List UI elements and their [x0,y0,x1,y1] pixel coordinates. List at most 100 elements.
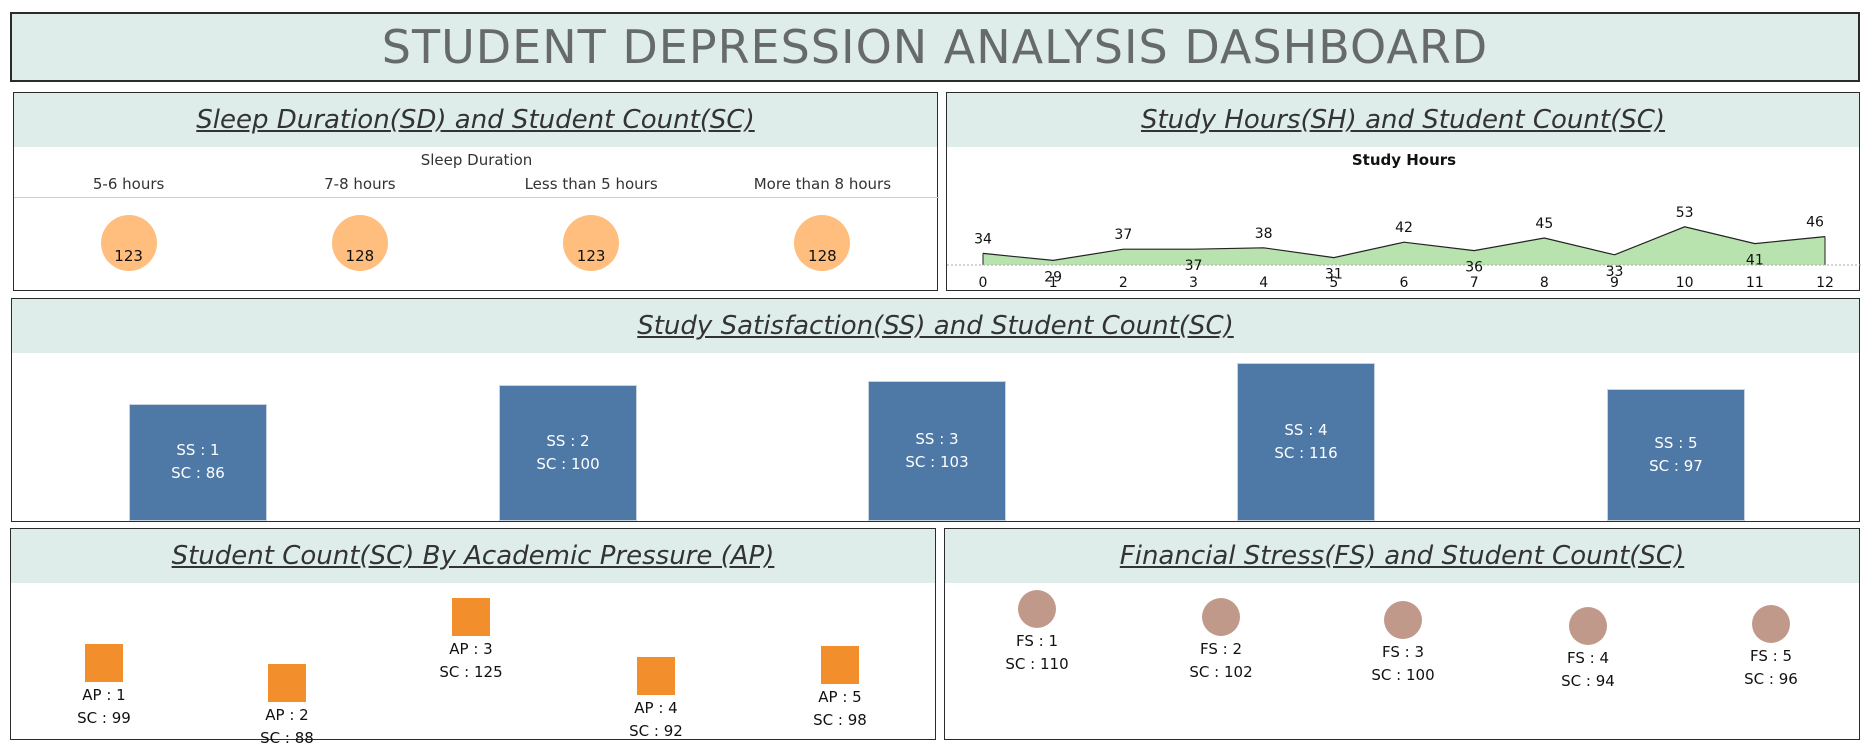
fs-circle [1018,590,1056,628]
study-hours-area-fill [983,226,1825,265]
dashboard-title: STUDENT DEPRESSION ANALYSIS DASHBOARD [381,20,1489,74]
fs-category-label: FS : 2 [1199,640,1243,659]
ss-plot-area: SS : 1 SC : 86 SS : 2 SC : 100 SS : 3 SC : 10… [12,299,1861,523]
study-hours-tick-label: 6 [1400,275,1409,291]
ap-value-label: SC : 88 [260,728,314,747]
study-hours-tick-label: 9 [1610,275,1619,291]
study-satisfaction-panel: Study Satisfaction(SS) and Student Count… [11,298,1860,522]
fs-chart-title: Financial Stress(FS) and Student Count(S… [1119,541,1685,571]
fs-circle [1752,604,1790,643]
sleep-circle [794,215,851,271]
ap-square [821,645,859,684]
study-hours-tick-label: 8 [1540,275,1549,291]
study-hours-area-line [982,226,1826,262]
ap-value-label: SC : 92 [629,721,683,740]
sleep-category-label: More than 8 hours [753,175,892,193]
ap-square [637,656,675,695]
ap-value-label: SC : 125 [439,662,503,681]
sleep-circle [563,215,620,271]
ss-bar-value-label: SC : 103 [905,452,969,471]
study-hours-data-label: 38 [1255,226,1273,242]
study-hours-tick-label: 4 [1259,275,1268,291]
ss-bar: SS : 3 SC : 103 [868,380,1006,521]
sleep-value-label: 128 [345,247,375,265]
sleep-value-label: 123 [114,247,143,265]
ss-bar-value-label: SC : 116 [1274,444,1338,462]
fs-value-label: SC : 110 [1005,655,1069,673]
study-hours-data-label: 37 [1185,258,1203,274]
fs-value-label: SC : 94 [1561,671,1615,690]
ss-bar-category-label: SS : 4 [1284,421,1328,439]
study-hours-tick-label: 3 [1189,275,1198,291]
study-hours-title-band: Study Hours(SH) and Student Count(SC) [947,93,1859,147]
ss-bar-value-label: SC : 100 [536,454,600,473]
ss-bar: SS : 4 SC : 116 [1237,363,1375,521]
fs-plot-area: FS : 1 SC : 110 FS : 2 SC : 102 FS : 3 SC : 1… [945,529,1861,741]
ss-bar-category-label: SS : 3 [915,429,959,448]
study-hours-data-label: 36 [1465,260,1483,276]
ss-bar-category-label: SS : 1 [176,441,220,460]
sleep-plot-area: 5-6 hours 123 7-8 hours 128 Less than 5 hour… [14,93,939,292]
sleep-chart-title: Sleep Duration(SD) and Student Count(SC) [196,105,755,135]
fs-circle [1384,600,1422,639]
sleep-category-label: 7-8 hours [324,175,396,193]
ss-bar-category-label: SS : 2 [546,431,590,450]
fs-circle [1202,598,1240,637]
study-hours-data-label: 37 [1114,227,1132,243]
study-hours-data-label: 34 [974,231,992,247]
study-hours-tick-label: 11 [1746,275,1764,291]
study-hours-data-label: 46 [1806,215,1824,231]
study-hours-panel: Study Hours(SH) and Student Count(SC) St… [946,92,1861,291]
ap-value-label: SC : 98 [813,710,867,729]
ap-plot-area: AP : 1 SC : 99 AP : 2 SC : 88 AP : 3 SC : 125… [11,529,937,747]
ss-bar-value-label: SC : 97 [1649,456,1703,475]
study-hours-tick-label: 10 [1676,275,1694,291]
study-hours-data-label: 31 [1325,267,1343,283]
ap-square [268,663,306,702]
fs-value-label: SC : 102 [1189,663,1253,682]
fs-category-label: FS : 3 [1381,642,1425,661]
study-hours-tick-label: 12 [1816,275,1834,291]
ss-bar: SS : 2 SC : 100 [499,384,637,521]
fs-category-label: FS : 4 [1566,648,1610,667]
fs-value-label: SC : 96 [1744,669,1798,688]
ap-square [452,597,490,636]
fs-category-label: FS : 5 [1749,646,1793,665]
ap-square [85,644,123,683]
academic-pressure-panel: Student Count(SC) By Academic Pressure (… [10,528,937,747]
study-hours-data-label: 42 [1395,220,1413,236]
sleep-category-label: 5-6 hours [92,175,165,193]
ss-bar: SS : 5 SC : 97 [1607,388,1745,521]
sleep-header: Sleep Duration [420,151,533,169]
ap-category-label: AP : 3 [449,639,493,658]
sleep-duration-panel: Sleep Duration(SD) and Student Count(SC)… [13,92,939,292]
ap-category-label: AP : 1 [82,686,126,705]
ss-bar: SS : 1 SC : 86 [129,403,267,521]
study-hours-tick-label: 1 [1049,275,1058,291]
sleep-circle [100,215,157,271]
study-hours-data-label: 29 [1044,269,1062,285]
financial-stress-panel: Financial Stress(FS) and Student Count(S… [944,528,1860,740]
study-hours-tick-label: 0 [979,275,988,291]
ap-category-label: AP : 5 [818,687,862,706]
ss-bar-category-label: SS : 5 [1654,433,1698,452]
fs-circle [1569,606,1607,645]
ss-bar-value-label: SC : 86 [171,464,225,483]
ss-title-band: Study Satisfaction(SS) and Student Count… [12,299,1859,353]
ap-title-band: Student Count(SC) By Academic Pressure (… [11,529,935,583]
sleep-value-label: 128 [808,247,837,265]
dashboard-title-banner: STUDENT DEPRESSION ANALYSIS DASHBOARD [10,12,1860,82]
study-hours-data-label: 41 [1746,253,1764,269]
ap-category-label: AP : 2 [265,705,309,724]
sleep-circle [331,215,388,271]
sleep-category-label: Less than 5 hours [524,175,658,193]
study-hours-data-label: 45 [1535,216,1553,232]
sleep-header-divider [14,197,939,198]
study-hours-tick-label: 2 [1119,275,1128,291]
study-hours-chart-title: Study Hours(SH) and Student Count(SC) [1140,105,1666,135]
study-hours-tick-label: 7 [1470,275,1479,291]
study-hours-tick-label: 5 [1329,275,1338,291]
sleep-value-label: 123 [576,247,606,265]
study-hours-header: Study Hours [1351,151,1457,169]
